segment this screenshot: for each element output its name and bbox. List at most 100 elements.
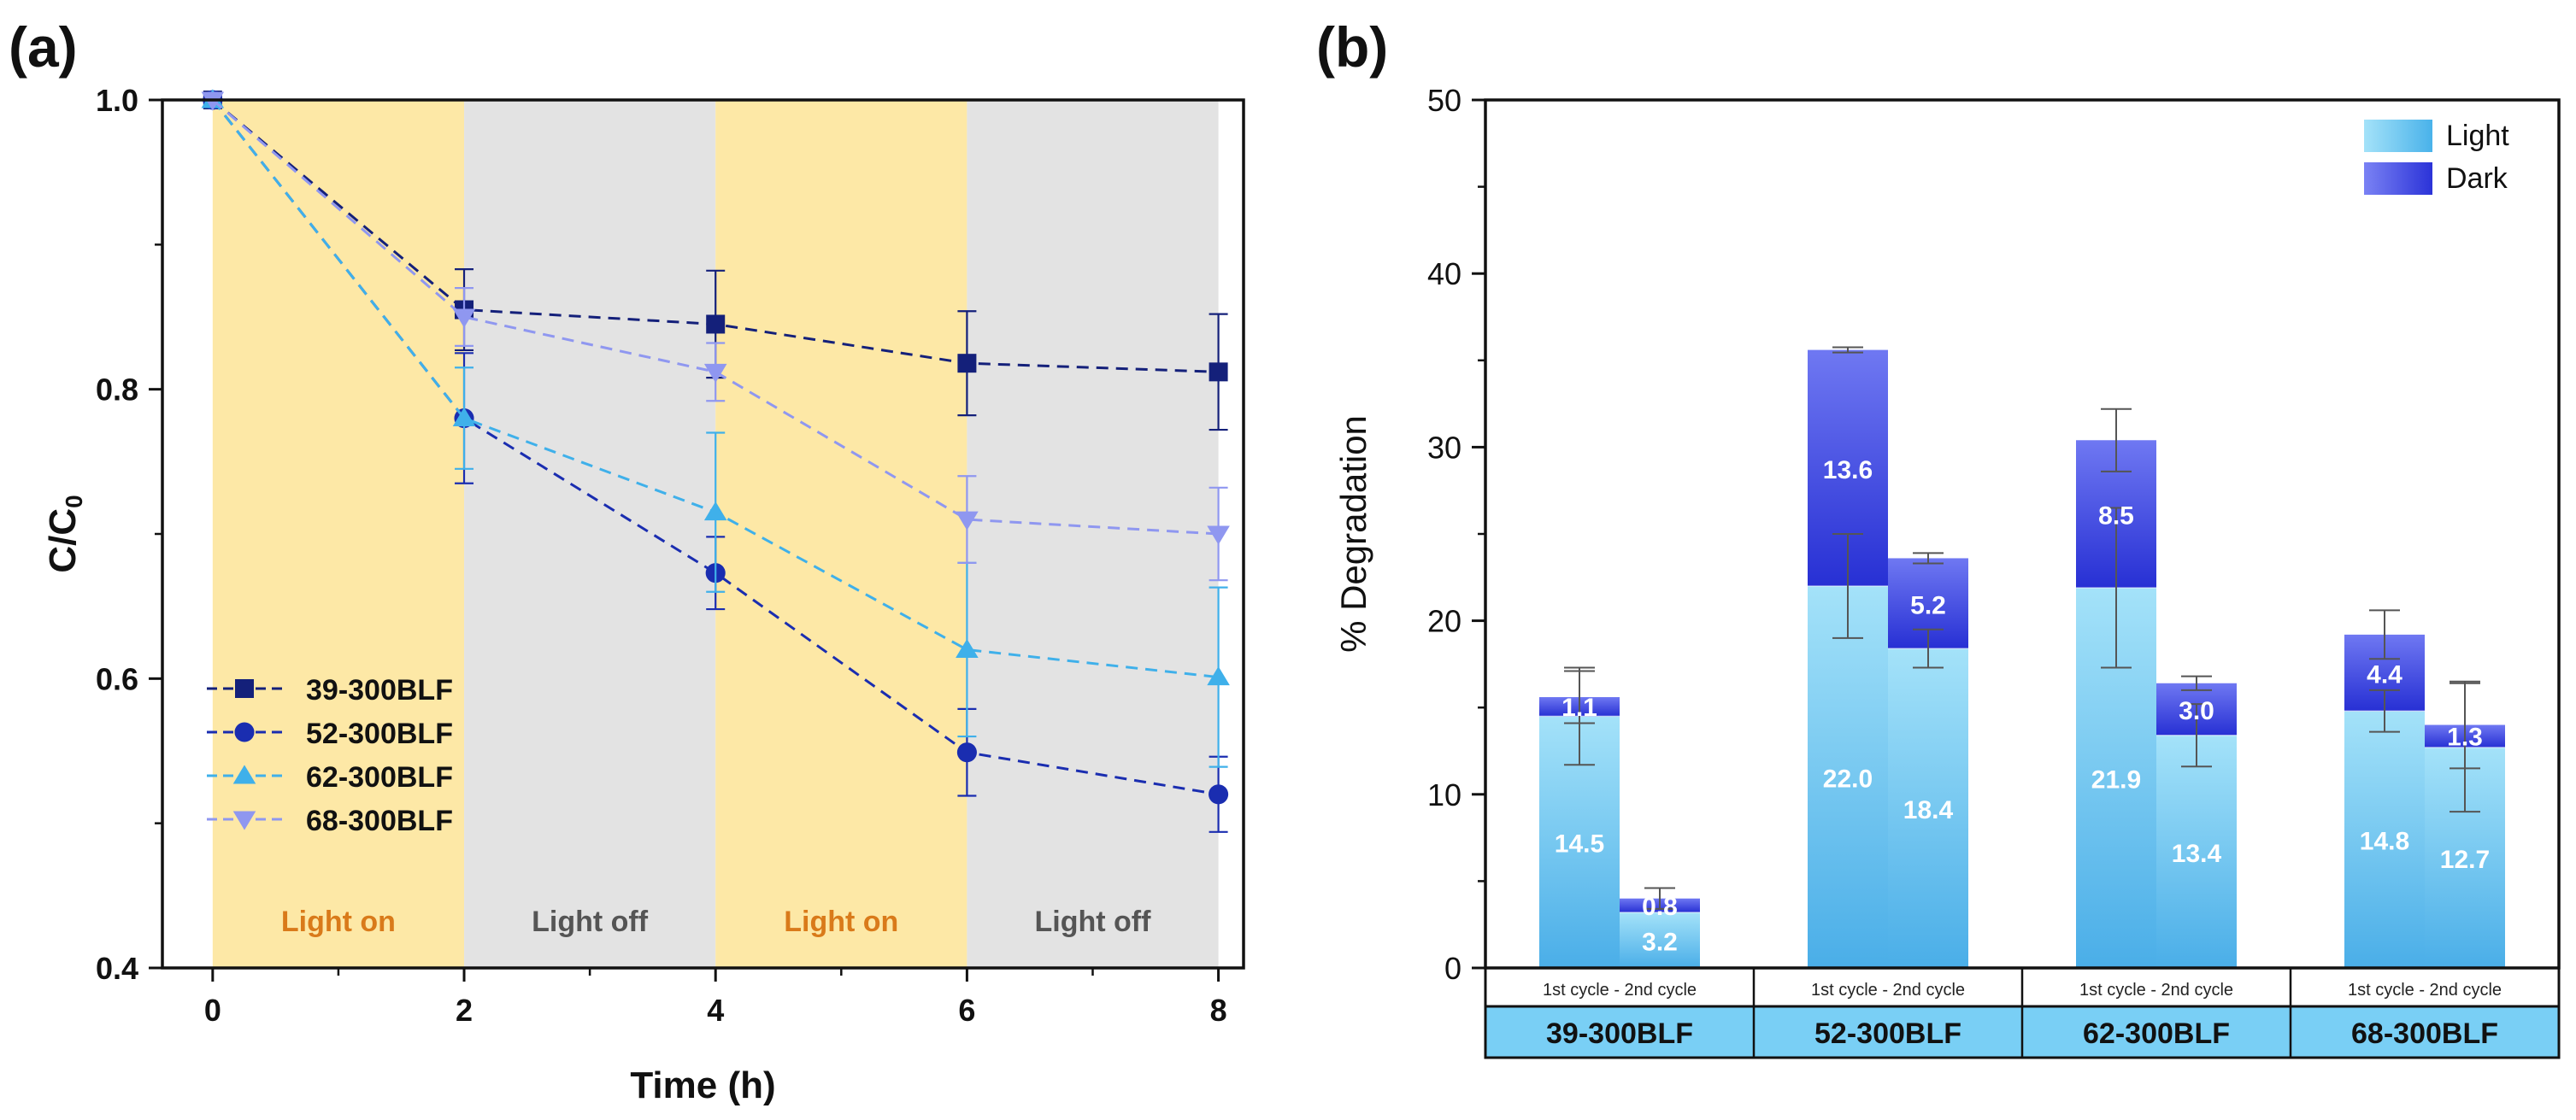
bar-value-light: 14.8	[2360, 828, 2409, 856]
bar-value-dark: 1.1	[1561, 694, 1597, 722]
legend-swatch	[2364, 162, 2432, 195]
legend-label: 39-300BLF	[306, 674, 453, 707]
data-point	[956, 742, 977, 763]
bar-value-dark: 4.4	[2367, 661, 2403, 689]
shaded-region	[967, 100, 1219, 968]
legend: 39-300BLF 52-300BLF 62-300BLF 68-300BLF	[207, 674, 453, 837]
data-point	[957, 354, 977, 373]
x-axis-label: Time (h)	[630, 1064, 775, 1106]
region-label: Light on	[784, 906, 898, 938]
bar-value-light: 13.4	[2172, 840, 2222, 868]
axis-ticks-b: 0 10 20 30 40 50	[1427, 83, 1485, 986]
x-tick-label: 4	[707, 993, 724, 1028]
bar-group-39-300BLF: 14.5 1.1 3.2 0.8	[1539, 666, 1700, 968]
series-line	[211, 98, 1219, 536]
panel-label-a: (a)	[9, 15, 78, 79]
bar-light	[2344, 711, 2425, 968]
bar-value-light: 18.4	[1903, 796, 1954, 824]
y-tick-label: 40	[1427, 256, 1461, 291]
bar-value-dark: 13.6	[1823, 456, 1873, 484]
bar-chart-panel: 14.5 1.1 3.2 0.8 22.0 13.6 18.4 5.2 21.9 8.5 13.4 3…	[1333, 83, 2561, 1059]
bar-value-dark: 3.0	[2179, 697, 2214, 725]
group-name: 39-300BLF	[1546, 1017, 1693, 1050]
bar-group-68-300BLF: 14.8 4.4 12.7 1.3	[2344, 609, 2505, 968]
shaded-region	[464, 100, 716, 968]
legend-label: 52-300BLF	[306, 718, 453, 750]
cycle-sublabel: 1st cycle - 2nd cycle	[1543, 981, 1697, 1000]
bar-value-light: 22.0	[1823, 765, 1873, 793]
region-label: Light on	[281, 906, 396, 938]
legend-label: Dark	[2446, 162, 2508, 195]
shaded-region	[212, 100, 465, 968]
y-axis-label-main: C/C	[42, 508, 84, 573]
bars-group: 14.5 1.1 3.2 0.8 22.0 13.6 18.4 5.2 21.9 8.5 13.4 3…	[1539, 346, 2505, 968]
legend-swatch	[2364, 120, 2432, 152]
panel-label-b: (b)	[1316, 15, 1388, 79]
y-tick-label: 30	[1427, 430, 1461, 465]
axis-ticks: 0 2 4 6 8 0.4 0.6 0.8 1.0	[96, 83, 1227, 1028]
data-point	[706, 314, 726, 334]
bar-light	[1808, 585, 1888, 968]
bar-value-dark: 1.3	[2447, 724, 2483, 752]
group-name: 62-300BLF	[2083, 1017, 2230, 1050]
shaded-region	[715, 100, 967, 968]
legend-marker	[232, 811, 256, 830]
x-tick-label: 2	[456, 993, 473, 1028]
legend-marker	[235, 679, 254, 698]
y-tick-label: 10	[1427, 777, 1461, 812]
data-point	[956, 511, 979, 531]
data-point	[1207, 525, 1230, 545]
y-tick-label: 50	[1427, 83, 1461, 118]
bar-value-dark: 8.5	[2098, 502, 2134, 531]
bar-value-dark: 0.8	[1642, 893, 1678, 921]
bar-value-light: 21.9	[2091, 765, 2141, 794]
bar-group-62-300BLF: 21.9 8.5 13.4 3.0	[2076, 408, 2237, 968]
region-label: Light off	[532, 906, 649, 938]
data-point	[956, 638, 979, 658]
cycle-sublabel: 1st cycle - 2nd cycle	[2348, 981, 2502, 1000]
y-axis-label-b: % Degradation	[1333, 415, 1373, 653]
legend-label: 68-300BLF	[306, 805, 453, 837]
bar-group-52-300BLF: 22.0 13.6 18.4 5.2	[1808, 346, 1968, 968]
y-tick-label: 0.8	[96, 372, 138, 408]
bar-value-light: 14.5	[1555, 830, 1604, 859]
x-tick-label: 6	[958, 993, 975, 1028]
cycle-sublabel: 1st cycle - 2nd cycle	[2079, 981, 2233, 1000]
bar-light	[1620, 912, 1700, 968]
region-label: Light off	[1035, 906, 1152, 938]
series-group	[201, 89, 1230, 833]
bar-value-dark: 5.2	[1910, 591, 1946, 619]
group-name: 52-300BLF	[1814, 1017, 1961, 1050]
region-labels: Light on Light off Light on Light off	[281, 906, 1151, 938]
bar-value-light: 12.7	[2440, 846, 2490, 874]
y-tick-label: 0.4	[96, 951, 138, 986]
data-point	[1207, 666, 1230, 686]
data-point	[452, 308, 476, 328]
group-name: 68-300BLF	[2351, 1017, 2498, 1050]
data-point	[703, 501, 727, 521]
y-tick-label: 0	[1444, 951, 1461, 986]
group-label-table: 1st cycle - 2nd cycle 39-300BLF 1st cycle …	[1484, 968, 2561, 1059]
legend-label: 62-300BLF	[306, 761, 453, 794]
shaded-regions	[212, 100, 1219, 968]
data-point	[1209, 362, 1228, 382]
x-tick-label: 0	[204, 993, 221, 1028]
bar-light	[1888, 648, 1968, 968]
y-axis-label-sub: 0	[61, 495, 87, 508]
legend-marker	[234, 722, 255, 742]
legend-b: Light Dark	[2364, 120, 2509, 195]
x-tick-label: 8	[1210, 993, 1227, 1028]
legend-marker	[232, 765, 256, 784]
data-point	[703, 363, 727, 383]
bar-light	[2156, 735, 2237, 968]
data-point	[452, 407, 476, 427]
y-tick-label: 1.0	[96, 83, 138, 118]
data-point	[1209, 784, 1229, 805]
bar-value-light: 3.2	[1642, 928, 1678, 956]
y-axis-label: C/C0	[42, 495, 87, 572]
y-tick-label: 0.6	[96, 661, 138, 696]
y-tick-label: 20	[1427, 604, 1461, 639]
